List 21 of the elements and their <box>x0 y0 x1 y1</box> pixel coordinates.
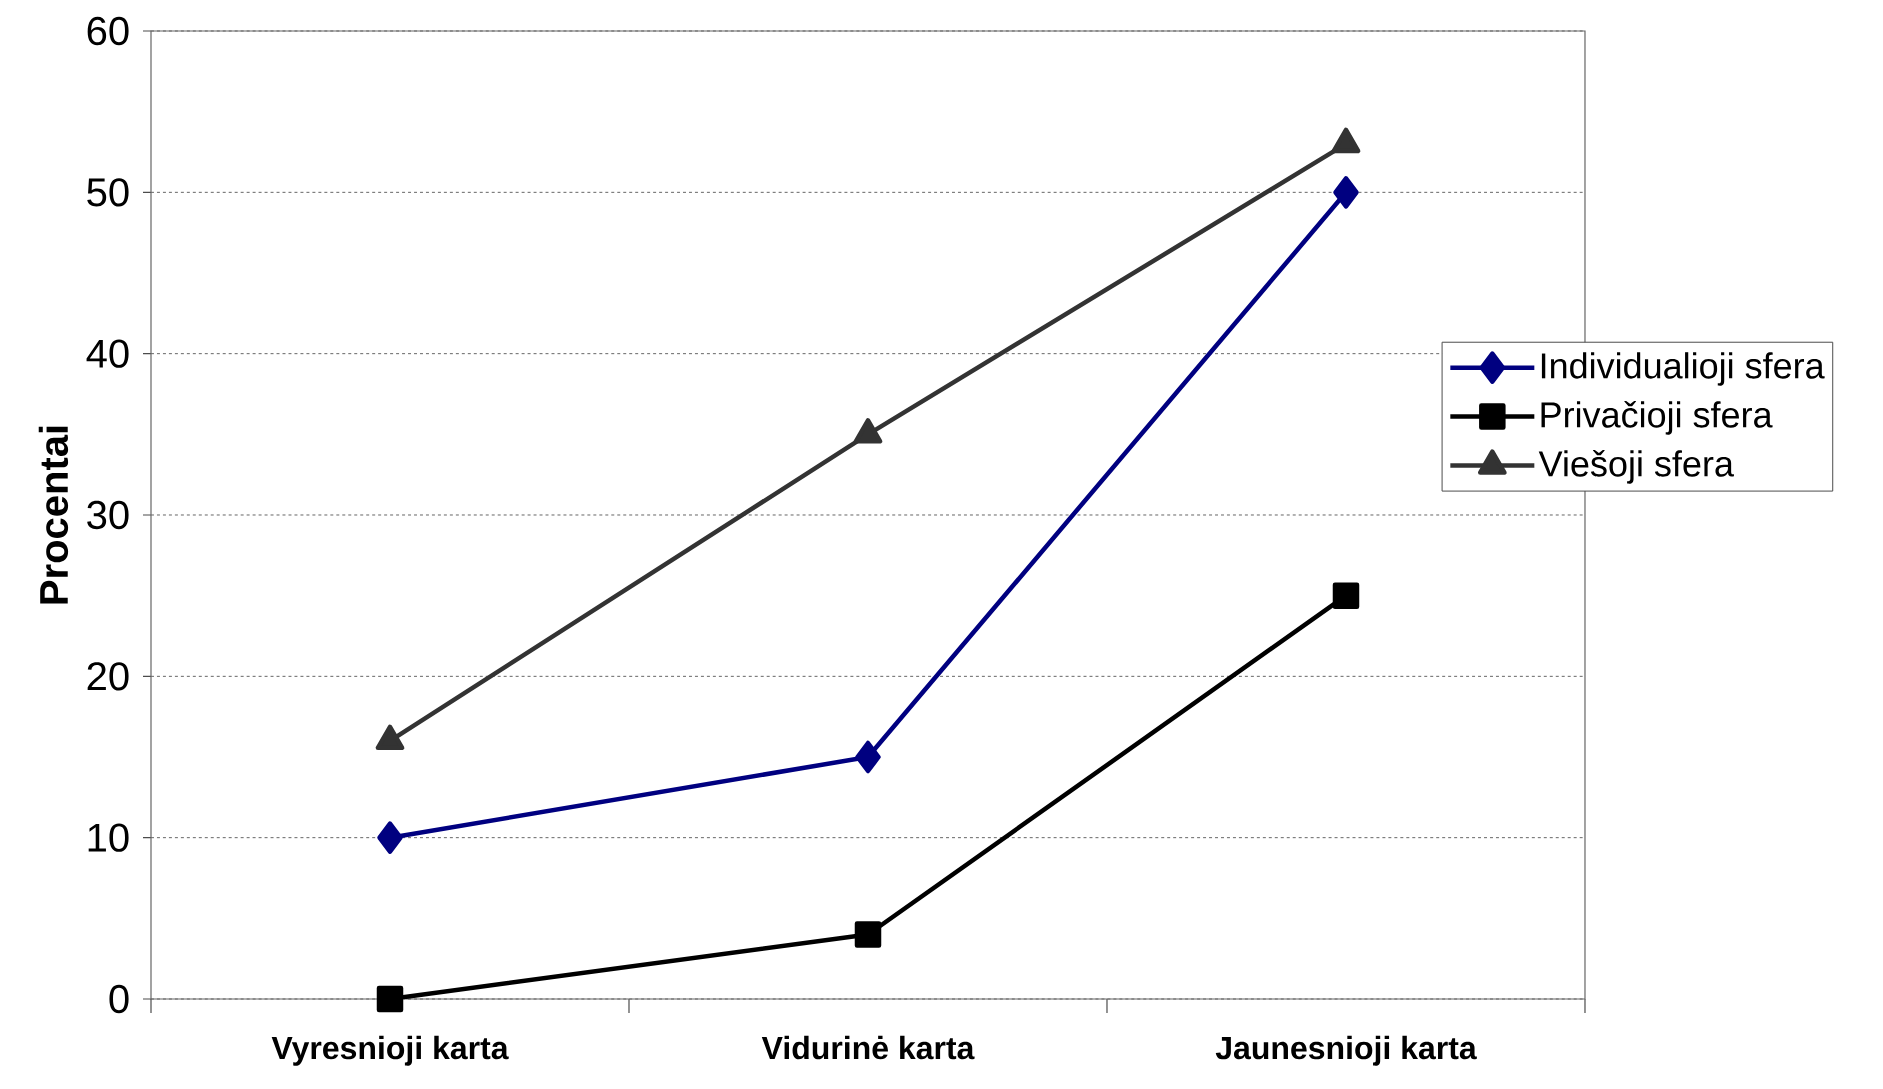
legend-label: Individualioji sfera <box>1541 352 1825 386</box>
y-tick-label: 50 <box>87 178 129 207</box>
point <box>376 985 404 1013</box>
point <box>853 418 883 444</box>
x-tick-label: Vidurinė karta <box>761 1035 975 1060</box>
y-tick-label: 60 <box>87 16 129 46</box>
point <box>377 821 403 854</box>
y-tick-label: 0 <box>109 984 129 1014</box>
point <box>1331 127 1361 154</box>
x-tick-label: Vyresnioji karta <box>271 1035 509 1066</box>
point <box>1332 582 1360 609</box>
x-tick-label: Jaunesnioji karta <box>1215 1035 1477 1066</box>
y-tick-label: 40 <box>86 339 129 368</box>
legend-label: Viešoji sfera <box>1538 450 1734 484</box>
y-axis-title: Procentai <box>38 426 69 604</box>
legend-label: Privačioji sfera <box>1541 401 1773 435</box>
point <box>855 740 881 774</box>
y-tick-label: 10 <box>88 823 129 852</box>
y-tick-label: 20 <box>87 662 129 691</box>
y-tick-label: 30 <box>87 500 129 530</box>
point <box>854 921 882 948</box>
